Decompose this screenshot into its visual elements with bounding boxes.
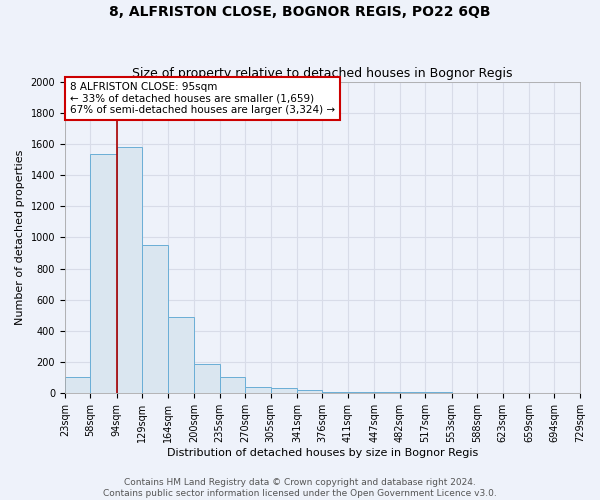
Bar: [271, 388, 297, 393]
Bar: [117, 148, 142, 393]
Bar: [245, 388, 271, 393]
Text: 8 ALFRISTON CLOSE: 95sqm
← 33% of detached houses are smaller (1,659)
67% of sem: 8 ALFRISTON CLOSE: 95sqm ← 33% of detach…: [70, 82, 335, 116]
Bar: [297, 390, 322, 393]
Bar: [374, 392, 400, 393]
Bar: [168, 316, 194, 393]
Bar: [194, 364, 220, 393]
Bar: [348, 392, 374, 393]
Y-axis label: Number of detached properties: Number of detached properties: [15, 150, 25, 325]
Bar: [142, 245, 168, 393]
X-axis label: Distribution of detached houses by size in Bognor Regis: Distribution of detached houses by size …: [167, 448, 478, 458]
Title: Size of property relative to detached houses in Bognor Regis: Size of property relative to detached ho…: [132, 66, 513, 80]
Text: Contains HM Land Registry data © Crown copyright and database right 2024.
Contai: Contains HM Land Registry data © Crown c…: [103, 478, 497, 498]
Bar: [220, 378, 245, 393]
Bar: [322, 392, 348, 393]
Bar: [65, 378, 91, 393]
Bar: [91, 154, 117, 393]
Text: 8, ALFRISTON CLOSE, BOGNOR REGIS, PO22 6QB: 8, ALFRISTON CLOSE, BOGNOR REGIS, PO22 6…: [109, 5, 491, 19]
